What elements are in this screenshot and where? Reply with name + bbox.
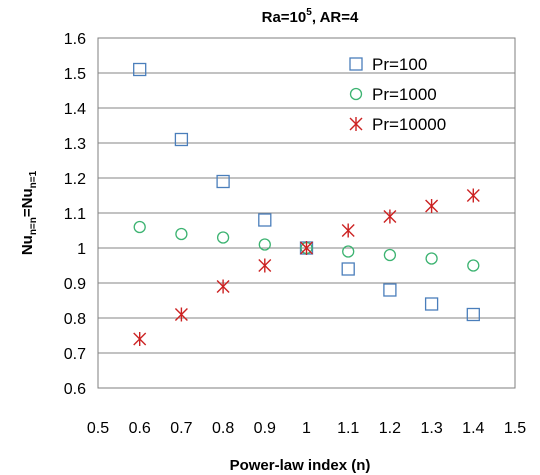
- data-point-square: [424, 297, 439, 311]
- data-point-circle: [425, 252, 438, 265]
- data-point-circle: [342, 245, 355, 258]
- data-point-asterisk: [216, 279, 230, 294]
- title-base: Ra=10: [262, 9, 307, 26]
- data-point-asterisk: [466, 188, 480, 203]
- y-title-base: Nu: [19, 235, 36, 255]
- data-point-square: [133, 62, 147, 77]
- y-tick-label: 0.6: [64, 381, 86, 398]
- legend-label: Pr=100: [372, 55, 427, 74]
- y-tick-label: 1: [77, 241, 86, 258]
- data-point-circle: [216, 231, 230, 244]
- gridlines: [98, 37, 515, 389]
- y-tick-label: 1.4: [64, 101, 86, 118]
- chart-title: Ra=105, AR=4: [262, 7, 359, 26]
- x-tick-label: 0.5: [87, 420, 109, 437]
- x-tick-label: 0.7: [170, 420, 192, 437]
- x-tick-label: 1: [302, 420, 311, 437]
- y-tick-label: 0.9: [64, 276, 86, 293]
- plot-area-frame: [97, 37, 516, 389]
- legend-marker-square: [349, 57, 363, 71]
- data-point-asterisk: [174, 307, 188, 322]
- title-exponent: 5: [306, 7, 312, 18]
- data-point-circle: [467, 259, 480, 272]
- x-tick-label: 1.4: [462, 420, 484, 437]
- y-tick-label: 1.6: [64, 31, 86, 48]
- data-point-asterisk: [300, 241, 313, 255]
- y-title-eq: =Nu: [19, 188, 36, 217]
- legend-label: Pr=10000: [372, 115, 446, 134]
- data-point-circle: [258, 238, 271, 251]
- x-axis-ticks: 0.5 0.6 0.7 0.8 0.9 1 1.1 1.2 1.3 1.4 1.5: [87, 420, 526, 437]
- data-point-asterisk: [425, 199, 439, 213]
- data-point-square: [383, 283, 397, 297]
- data-point-square: [258, 213, 272, 227]
- series-2: [133, 188, 480, 346]
- y-tick-label: 1.1: [64, 206, 86, 223]
- data-point-square: [216, 174, 230, 189]
- data-point-circle: [175, 227, 188, 241]
- x-axis-title: Power-law index (n): [230, 457, 371, 474]
- x-tick-label: 0.6: [129, 420, 151, 437]
- data-series: [133, 62, 480, 346]
- data-point-square: [341, 262, 355, 276]
- legend-marker-circle: [349, 87, 363, 101]
- legend-marker-asterisk: [349, 117, 363, 131]
- data-point-circle: [383, 248, 397, 262]
- y-tick-label: 1.3: [64, 136, 86, 153]
- x-tick-label: 0.8: [212, 420, 234, 437]
- y-title-sub1: n=n: [28, 217, 39, 235]
- legend-label: Pr=1000: [372, 85, 437, 104]
- y-tick-label: 1.2: [64, 171, 86, 188]
- data-point-square: [466, 307, 480, 322]
- y-title-sub2: n=1: [28, 170, 39, 188]
- x-tick-label: 1.3: [420, 420, 442, 437]
- y-tick-label: 1.5: [64, 66, 86, 83]
- y-tick-label: 0.7: [64, 346, 86, 363]
- legend: Pr=100 Pr=1000 Pr=10000: [349, 55, 446, 134]
- x-tick-label: 1.2: [379, 420, 401, 437]
- data-point-asterisk: [383, 209, 397, 224]
- data-point-asterisk: [133, 332, 147, 346]
- data-point-square: [174, 132, 189, 147]
- x-tick-label: 0.9: [254, 420, 276, 437]
- x-tick-label: 1.5: [504, 420, 526, 437]
- data-point-asterisk: [341, 223, 355, 238]
- data-point-asterisk: [258, 258, 272, 273]
- y-axis-title: Nun=n=Nun=1: [19, 170, 39, 255]
- data-point-circle: [133, 220, 146, 234]
- y-axis-ticks: 0.6 0.7 0.8 0.9 1 1.1 1.2 1.3 1.4 1.5 1.6: [64, 31, 86, 398]
- title-rest: , AR=4: [312, 9, 359, 26]
- y-tick-label: 0.8: [64, 311, 86, 328]
- x-tick-label: 1.1: [337, 420, 359, 437]
